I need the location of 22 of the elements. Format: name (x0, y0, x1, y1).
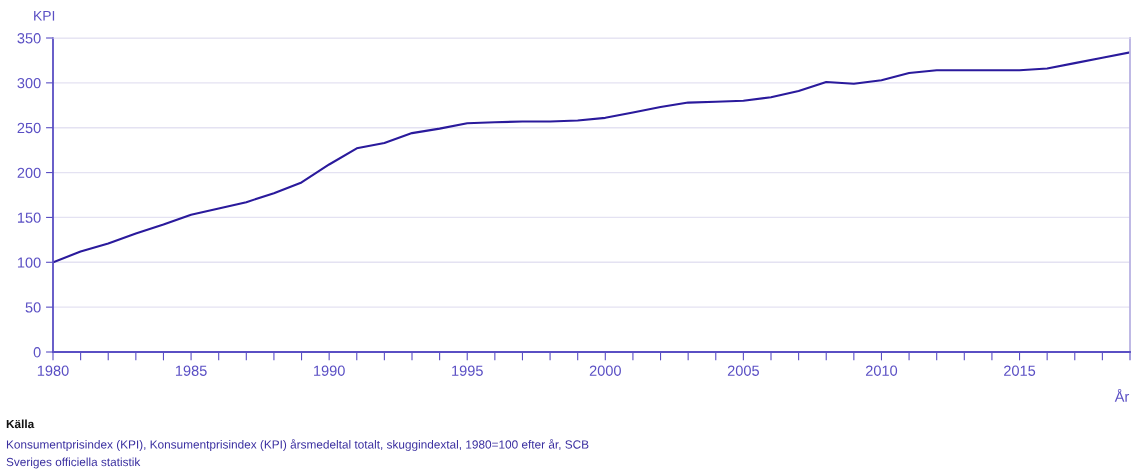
text: Konsumentprisindex (KPI), Konsumentprisindex (KPI) årsmedeltal totalt, skuggindextal, 1980=100 efter år, SCB (6, 439, 589, 451)
y-tick-label: 200 (17, 167, 41, 178)
line-series (53, 51, 1130, 264)
y-tick-label: 250 (17, 122, 41, 134)
y-tick-label: 50 (25, 302, 41, 313)
y-tick-label: 0 (33, 347, 41, 358)
x-tick-label: 2005 (727, 365, 759, 376)
y-tick-label: 100 (17, 257, 41, 268)
x-tick-label: 2015 (1004, 365, 1036, 376)
y-axis-title: KPI (34, 11, 55, 21)
x-tick-label: 1995 (452, 365, 483, 376)
y-tick-label: 350 (17, 33, 41, 44)
x-tick-label: 1980 (37, 365, 69, 376)
text: Sveriges officiella statistik (6, 457, 141, 469)
x-axis-title: År (1114, 388, 1130, 402)
x-tick-label: 2010 (865, 365, 898, 376)
y-tick-label: 150 (17, 212, 41, 223)
text: Källa (6, 419, 35, 429)
x-tick-label: 1990 (314, 365, 345, 376)
y-tick-label: 300 (17, 77, 41, 89)
x-tick-label: 1985 (175, 365, 207, 376)
x-tick-label: 2000 (589, 365, 621, 376)
